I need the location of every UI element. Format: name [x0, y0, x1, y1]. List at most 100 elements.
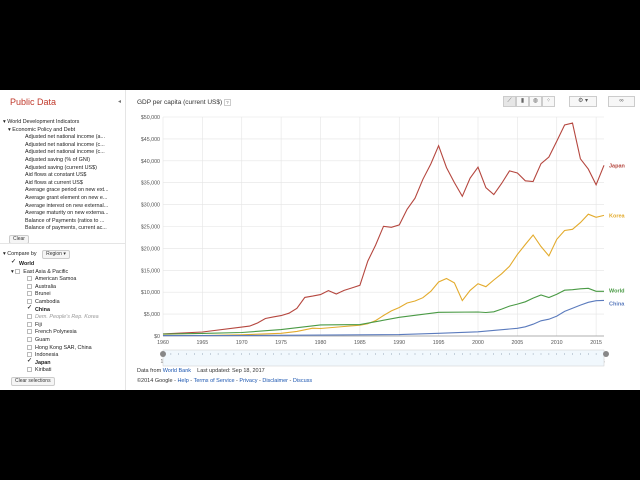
- entity-label: Japan: [35, 359, 51, 366]
- tree-item[interactable]: Adjusted net national income (a...: [25, 134, 106, 141]
- entity-item[interactable]: Dem. People's Rep. Korea: [27, 314, 123, 322]
- checkbox[interactable]: [27, 276, 32, 282]
- tree-group[interactable]: ▾ Economic Policy and Debt: [8, 126, 76, 133]
- tree-item[interactable]: Adjusted saving (% of GNI): [25, 156, 91, 163]
- footer-link[interactable]: Disclaimer: [262, 378, 289, 384]
- link-icon[interactable]: ∞: [608, 96, 635, 107]
- x-tick-label: 1995: [433, 340, 445, 346]
- y-tick-label: $45,000: [141, 137, 160, 143]
- checkbox[interactable]: [27, 344, 32, 350]
- tree-item[interactable]: Balance of Payments (ratios to ...: [25, 217, 105, 224]
- footer: ©2014 Google - Help - Terms of Service -…: [137, 378, 313, 384]
- x-tick-label: 1960: [157, 340, 169, 346]
- entity-label: World: [19, 261, 35, 267]
- y-tick-label: $15,000: [141, 268, 160, 274]
- scatter-chart-icon[interactable]: ⁘: [542, 96, 555, 107]
- tree-item[interactable]: Adjusted saving (current US$): [25, 164, 97, 171]
- checkbox[interactable]: [11, 259, 16, 267]
- checkbox[interactable]: [27, 329, 32, 335]
- checkbox[interactable]: [27, 291, 32, 297]
- entity-item[interactable]: Cambodia: [27, 299, 123, 307]
- map-icon[interactable]: ◍: [529, 96, 542, 107]
- checkbox[interactable]: [27, 299, 32, 305]
- footer-link[interactable]: Privacy: [239, 378, 258, 384]
- entity-item[interactable]: Hong Kong SAR, China: [27, 345, 123, 353]
- source-prefix: Data from: [137, 368, 162, 374]
- checkbox[interactable]: [27, 283, 32, 289]
- entity-item[interactable]: Japan: [27, 358, 123, 368]
- tree-item[interactable]: Adjusted net national income (c...: [25, 141, 105, 148]
- tree-item[interactable]: Aid flows at constant US$: [25, 172, 87, 179]
- checkbox[interactable]: [27, 305, 32, 313]
- series-label: World: [609, 288, 624, 294]
- footer-link[interactable]: Discuss: [292, 378, 313, 384]
- y-tick-label: $25,000: [141, 225, 160, 231]
- entity-item[interactable]: Brunei: [27, 291, 123, 299]
- entity-item[interactable]: China: [27, 305, 123, 315]
- app-title: Public Data: [10, 97, 57, 107]
- checkbox[interactable]: [27, 321, 32, 327]
- x-tick-label: 1965: [196, 340, 208, 346]
- tree-item[interactable]: Average grant element on new e...: [25, 194, 108, 201]
- series-label: Korea: [609, 213, 626, 219]
- entity-item[interactable]: Indonesia: [27, 352, 123, 360]
- line-chart-icon[interactable]: ⟋: [503, 96, 516, 107]
- metric-title-text: GDP per capita (current US$): [137, 99, 223, 106]
- checkbox[interactable]: [27, 337, 32, 343]
- entity-item[interactable]: French Polynesia: [27, 329, 123, 337]
- help-icon[interactable]: ?: [224, 99, 231, 106]
- compare-by-label: Compare by: [7, 251, 37, 257]
- entity-world[interactable]: World: [3, 259, 123, 269]
- entity-label: Cambodia: [35, 298, 60, 305]
- tree-item[interactable]: Balance of payments, current ac...: [25, 225, 107, 232]
- tree-root[interactable]: ▾ World Development Indicators: [3, 119, 80, 125]
- series-line-korea[interactable]: [162, 213, 605, 337]
- entity-region[interactable]: ▾ East Asia & Pacific: [11, 268, 69, 275]
- entity-item[interactable]: Kiribati: [27, 367, 123, 375]
- compare-by-select[interactable]: Region ▾: [42, 250, 70, 259]
- main-panel: GDP per capita (current US$)? ⟋ ▮ ◍ ⁘ ⚙ …: [126, 90, 640, 390]
- bar-chart-icon[interactable]: ▮: [516, 96, 529, 107]
- public-data-app: Public Data ◂ ▾ World Development Indica…: [0, 90, 640, 390]
- entity-label: Fiji: [35, 321, 42, 328]
- entity-item[interactable]: Guam: [27, 337, 123, 345]
- entity-label: Brunei: [35, 291, 51, 298]
- tree-item[interactable]: Aid flows at current US$: [25, 179, 83, 186]
- tree-item[interactable]: Average maturity on new externa...: [25, 210, 109, 217]
- clear-selections-button[interactable]: Clear selections: [11, 377, 55, 387]
- y-tick-label: $30,000: [141, 203, 160, 209]
- footer-link[interactable]: Help: [177, 378, 189, 384]
- timeline-slider[interactable]: [162, 349, 605, 367]
- x-tick-label: 1980: [315, 340, 327, 346]
- source-link[interactable]: World Bank: [162, 368, 192, 374]
- checkbox[interactable]: [15, 268, 21, 274]
- chevron-left-icon[interactable]: ◂: [118, 99, 122, 105]
- tree-item[interactable]: Average grace period on new ext...: [25, 187, 109, 194]
- checkbox[interactable]: [27, 367, 32, 373]
- series-label: China: [609, 301, 625, 307]
- entity-item[interactable]: Australia: [27, 284, 123, 292]
- entity-item[interactable]: American Samoa: [27, 276, 123, 284]
- y-tick-label: $50,000: [141, 115, 160, 121]
- series-line-china[interactable]: [162, 299, 605, 337]
- compare-panel: ▾ Compare by Region ▾ World ▾ East Asia …: [3, 250, 123, 387]
- dataset-tree: ▾ World Development Indicators ▾ Economi…: [3, 119, 123, 245]
- checkbox[interactable]: [27, 352, 32, 358]
- timeline-start-handle[interactable]: [160, 351, 166, 357]
- tree-item[interactable]: Average interest on new external...: [25, 202, 109, 209]
- series-line-japan[interactable]: [162, 122, 605, 335]
- timeline-end-handle[interactable]: [603, 351, 609, 357]
- checkbox[interactable]: [27, 314, 32, 320]
- entity-label: Kiribati: [35, 367, 52, 374]
- checkbox[interactable]: [27, 358, 32, 366]
- compare-by-value: Region: [46, 251, 62, 257]
- metric-title[interactable]: GDP per capita (current US$)?: [137, 99, 231, 106]
- compare-by-row: ▾ Compare by Region ▾: [3, 250, 123, 259]
- gear-icon[interactable]: ⚙ ▾: [569, 96, 597, 107]
- tree-item[interactable]: Adjusted net national income (c...: [25, 149, 105, 156]
- footer-link[interactable]: Terms of Service: [193, 378, 235, 384]
- series-line-world[interactable]: [162, 287, 604, 335]
- entity-label: Hong Kong SAR, China: [35, 344, 92, 351]
- entity-item[interactable]: Fiji: [27, 322, 123, 330]
- y-tick-label: $5,000: [144, 312, 160, 318]
